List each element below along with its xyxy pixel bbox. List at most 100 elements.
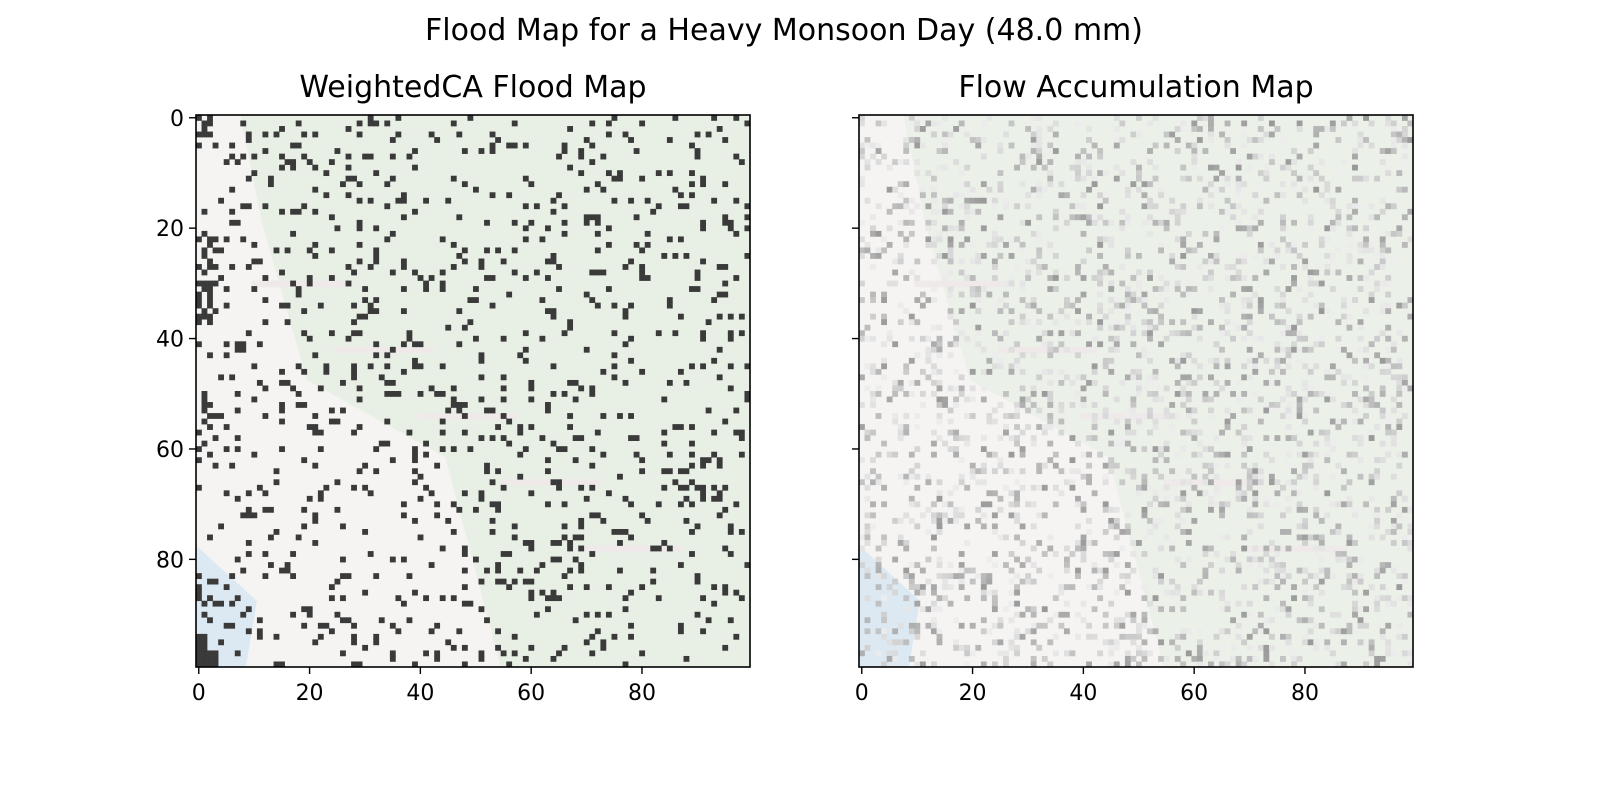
flooded-cell [661,253,668,259]
flooded-cell [196,584,202,591]
flooded-cell [500,335,507,342]
flow-cell [1047,418,1054,425]
flooded-cell [633,214,640,221]
flooded-cell [273,633,280,640]
flow-cell [1196,115,1203,121]
flow-cell [1368,473,1375,480]
flow-cell [1390,396,1397,403]
flow-cell [964,203,971,210]
flow-cell [1025,573,1032,579]
flow-cell [1335,368,1342,375]
flow-cell [1379,208,1386,215]
flooded-cell [367,302,374,309]
flow-cell [1180,562,1187,568]
flow-cell [1368,402,1375,408]
flow-cell [1401,633,1408,640]
flooded-cell [450,446,457,453]
flooded-cell [284,379,291,386]
flow-cell [1291,479,1297,486]
flow-cell [1313,534,1320,541]
flooded-cell [622,264,629,270]
flow-cell [942,115,948,121]
flooded-cell [196,297,202,303]
flow-cell [1329,286,1336,292]
flooded-cell [589,512,596,519]
flow-cell [1052,319,1059,326]
flooded-cell [367,264,374,270]
flooded-cell [700,175,706,182]
flooded-cell [196,639,202,646]
flow-cell [892,280,899,287]
flow-cell [903,308,910,315]
flow-cell [1363,374,1369,381]
flooded-cell [617,567,623,574]
flooded-cell [456,214,463,221]
flow-cell [1180,374,1187,381]
flow-cell [1246,446,1253,453]
flow-cell [1335,137,1342,143]
flow-cell [1180,479,1187,486]
flow-cell [1280,346,1286,353]
flooded-cell [373,258,380,265]
flooded-cell [511,120,518,127]
flow-cell [1368,429,1375,436]
flow-cell [1036,137,1043,143]
flooded-cell [317,385,324,392]
flooded-cell [683,379,690,386]
flooded-cell [196,302,202,309]
flow-cell [1158,573,1164,579]
flow-cell [1219,661,1225,667]
flow-cell [1280,529,1286,535]
flow-cell [1147,148,1153,154]
flooded-cell [234,341,241,348]
flow-cell [1147,230,1153,237]
flow-cell [1130,446,1137,453]
flow-cell [1291,346,1297,353]
flooded-cell [461,247,468,254]
flow-cell [1241,490,1248,497]
flooded-cell [340,595,346,602]
flooded-cell [478,374,485,381]
flooded-cell [229,186,236,193]
flow-cell [980,137,987,143]
flow-cell [1396,490,1403,497]
flow-cell [1374,286,1381,292]
flow-cell [958,622,965,629]
flow-cell [1058,379,1065,386]
flooded-cell [744,214,750,221]
flow-cell [1268,159,1275,165]
flow-cell [1030,131,1037,138]
flooded-cell [212,308,219,315]
flow-cell [1075,264,1081,270]
flooded-cell [412,468,418,475]
flow-cell [1368,247,1375,254]
flow-cell [1340,297,1347,303]
flow-cell [1119,633,1126,640]
flooded-cell [245,137,252,143]
flow-cell [1324,567,1331,574]
flooded-cell [605,490,612,497]
flow-cell [942,269,948,276]
flooded-cell [722,418,729,425]
flow-cell [1379,197,1386,204]
flow-cell [1208,462,1214,469]
flooded-cell [572,435,579,441]
flow-cell [1180,291,1187,298]
flow-cell [892,451,899,458]
flow-cell [864,567,871,574]
flow-cell [953,341,960,348]
flow-cell [1019,523,1026,530]
flow-cell [1075,175,1081,182]
flooded-cell [611,175,618,182]
flow-cell [1257,611,1264,618]
flow-cell [1041,429,1048,436]
flow-cell [1052,120,1059,127]
flooded-cell [273,479,280,486]
flow-cell [1058,402,1065,408]
flow-cell [1219,567,1225,574]
flow-cell [1352,379,1358,386]
flow-cell [1241,534,1248,541]
flooded-cell [561,391,568,397]
flooded-cell [533,203,540,210]
flow-cell [925,170,932,177]
